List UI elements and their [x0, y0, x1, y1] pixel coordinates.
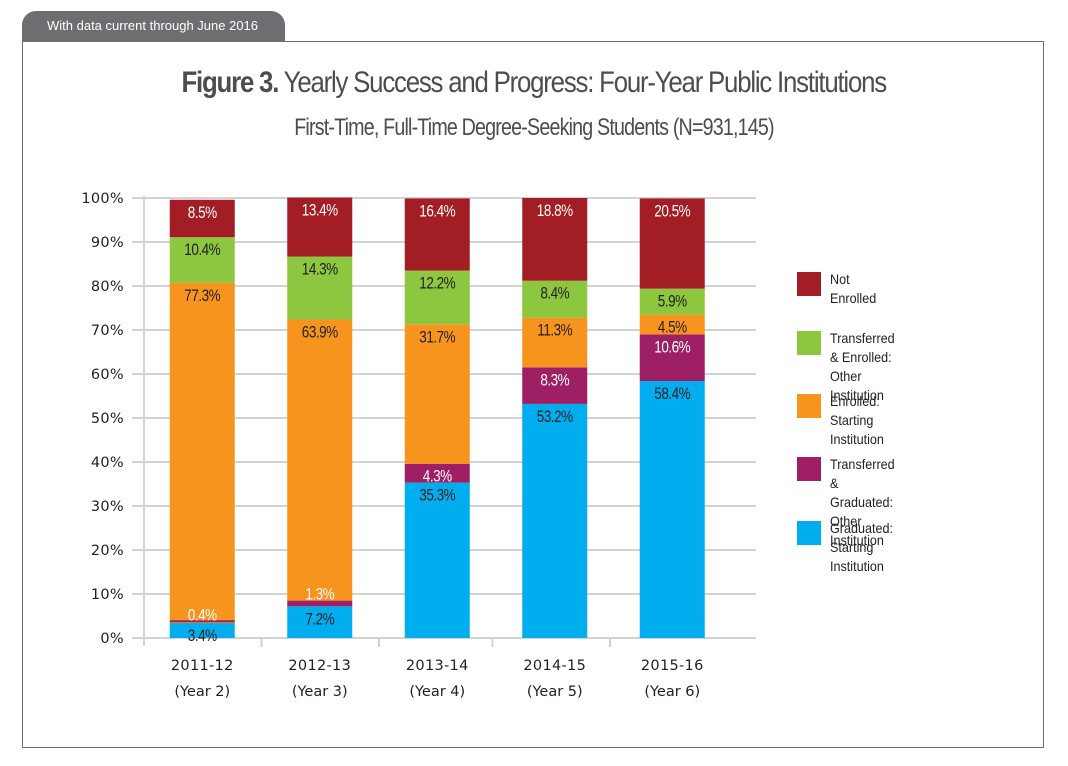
legend-label: Enrolled: Starting Institution	[830, 393, 884, 447]
bar-segment	[639, 288, 705, 315]
legend-label: Transferred & Graduated: Other Instituti…	[830, 456, 895, 548]
y-tick-label: 90%	[91, 235, 124, 251]
x-tick-sublabel: (Year 6)	[644, 684, 700, 700]
bar-segment	[404, 324, 470, 464]
bar-segment	[639, 198, 705, 289]
bar-annotation-label: 0.4%	[188, 606, 217, 625]
y-tick-label: 10%	[91, 587, 124, 603]
y-tick-label: 50%	[91, 411, 124, 427]
bar-segment	[404, 463, 470, 483]
legend-label: Transferred & Enrolled: Other Institutio…	[830, 330, 895, 403]
y-tick-label: 100%	[81, 191, 124, 207]
bar-segment	[639, 334, 705, 382]
bar-value-label: 63.9%	[302, 323, 338, 342]
y-tick-label: 80%	[91, 279, 124, 295]
bar-value-label: 4.3%	[423, 468, 452, 487]
legend-item: Graduated: Starting Institution	[797, 520, 900, 576]
bar-value-label: 8.4%	[540, 285, 569, 304]
bar-segment	[522, 198, 588, 281]
bar-segment	[404, 198, 470, 271]
legend-item: Enrolled: Starting Institution	[797, 393, 890, 449]
bar-value-label: 77.3%	[184, 287, 220, 306]
y-tick-label: 60%	[91, 367, 124, 383]
x-tick-sublabel: (Year 3)	[292, 684, 348, 700]
legend-swatch	[797, 457, 821, 481]
bar-segment	[522, 403, 588, 638]
data-currency-tab: With data current through June 2016	[22, 11, 285, 42]
figure-label: Figure 3.	[181, 66, 279, 99]
x-tick-sublabel: (Year 2)	[174, 684, 230, 700]
bar-value-label: 10.4%	[184, 241, 220, 260]
data-currency-note: With data current through June 2016	[47, 18, 259, 33]
x-tick-label: 2015-16	[641, 658, 704, 674]
bar-value-label: 35.3%	[419, 486, 455, 505]
bar-value-label: 10.6%	[654, 338, 690, 357]
legend-item: Not Enrolled	[797, 271, 881, 308]
legend-swatch	[797, 272, 821, 296]
chart-subtitle: First-Time, Full-Time Degree-Seeking Stu…	[294, 114, 774, 141]
x-tick-sublabel: (Year 4)	[409, 684, 465, 700]
legend-label: Not Enrolled	[830, 271, 877, 306]
legend-label: Graduated: Starting Institution	[830, 520, 894, 574]
bar-value-label: 14.3%	[302, 260, 338, 279]
y-tick-label: 30%	[91, 499, 124, 515]
legend-item: Transferred & Enrolled: Other Institutio…	[797, 330, 902, 405]
bar-value-label: 1.3%	[305, 585, 334, 604]
bar-segment	[639, 381, 705, 638]
bar-segment	[287, 319, 353, 601]
bar-value-label: 16.4%	[419, 202, 455, 221]
bar-segment	[404, 482, 470, 638]
bar-segment	[287, 197, 353, 257]
bar-value-label: 20.5%	[654, 202, 690, 221]
x-tick-label: 2014-15	[523, 658, 586, 674]
bar-segment	[639, 314, 705, 335]
chart-title-text: Yearly Success and Progress: Four-Year P…	[278, 66, 887, 99]
bar-segment	[522, 280, 588, 318]
bar-segment	[287, 256, 353, 320]
x-tick-label: 2011-12	[171, 658, 234, 674]
x-tick-label: 2013-14	[406, 658, 469, 674]
x-tick-label: 2012-13	[288, 658, 351, 674]
bar-segment	[169, 623, 235, 638]
x-tick-sublabel: (Year 5)	[527, 684, 583, 700]
bar-value-label: 5.9%	[658, 292, 687, 311]
bar-value-label: 13.4%	[302, 201, 338, 220]
bar-value-label: 53.2%	[537, 408, 573, 427]
bar-segment	[287, 600, 353, 607]
figure-frame	[22, 41, 1044, 748]
bar-value-label: 7.2%	[305, 610, 334, 629]
y-tick-label: 70%	[91, 323, 124, 339]
bar-value-label: 18.8%	[537, 202, 573, 221]
bar-segment	[169, 237, 235, 283]
bar-value-label: 11.3%	[537, 321, 572, 340]
legend-swatch	[797, 394, 821, 418]
bar-segment	[522, 367, 588, 404]
bar-segment	[522, 317, 588, 368]
bar-value-label: 8.5%	[188, 204, 217, 223]
legend-swatch	[797, 331, 821, 355]
bar-segment	[404, 270, 470, 325]
y-tick-label: 40%	[91, 455, 124, 471]
bar-segment	[287, 606, 353, 638]
chart-title: Figure 3. Yearly Success and Progress: F…	[74, 66, 992, 100]
y-tick-label: 20%	[91, 543, 124, 559]
bar-value-label: 31.7%	[419, 328, 455, 347]
y-tick-label: 0%	[100, 631, 124, 647]
legend-item: Transferred & Graduated: Other Instituti…	[797, 456, 902, 550]
legend-swatch	[797, 521, 821, 545]
bar-value-label: 8.3%	[540, 371, 569, 390]
bar-value-label: 4.5%	[658, 318, 687, 337]
bar-segment	[169, 282, 235, 624]
bar-segment-thin	[169, 620, 235, 623]
bar-value-label: 12.2%	[419, 274, 455, 293]
bar-value-label: 3.4%	[188, 627, 217, 646]
bar-segment	[169, 199, 235, 238]
bar-value-label: 58.4%	[654, 385, 690, 404]
